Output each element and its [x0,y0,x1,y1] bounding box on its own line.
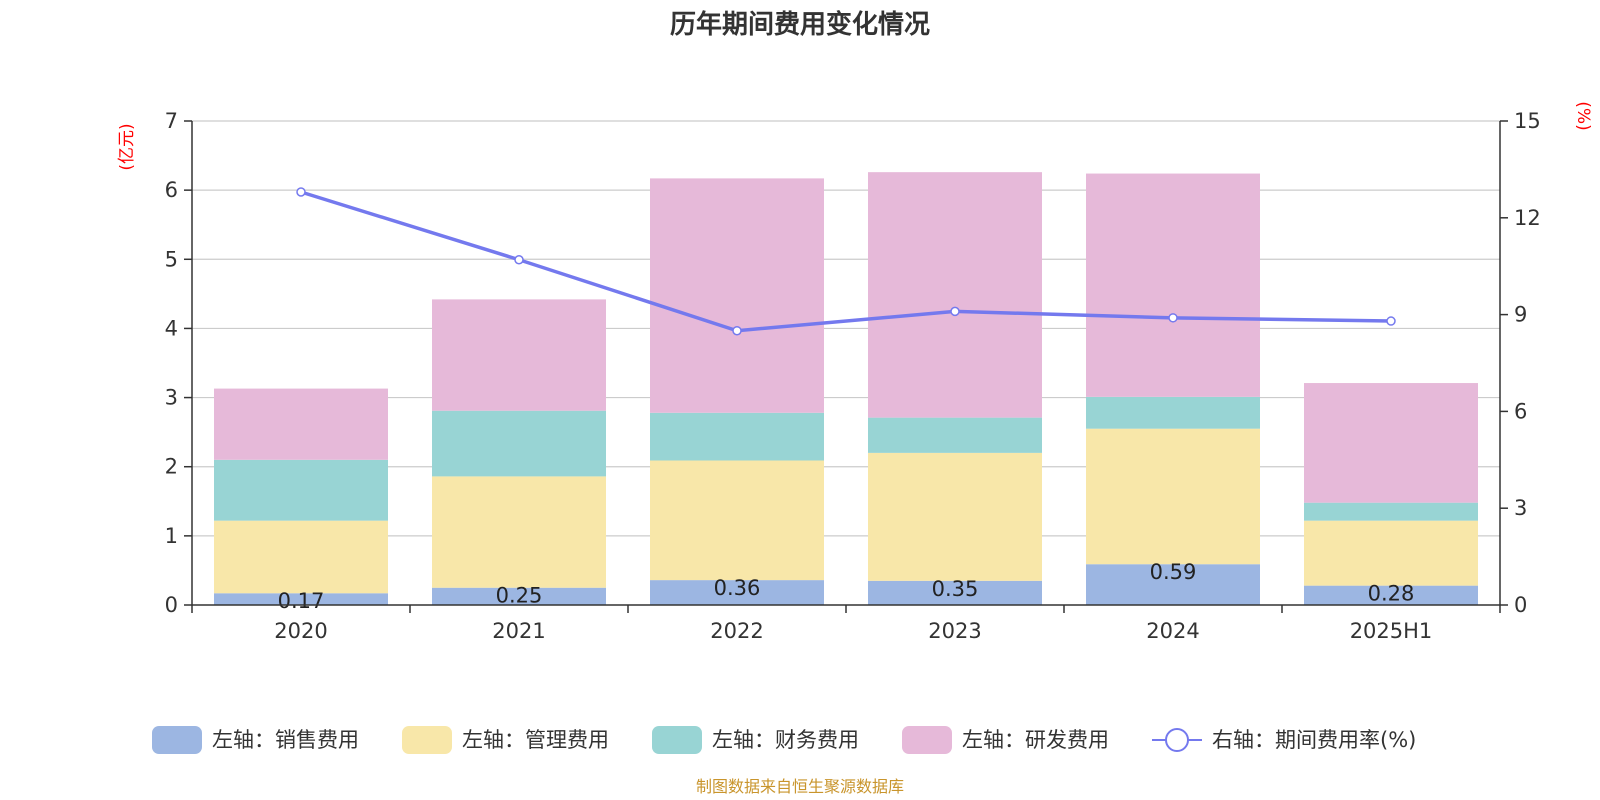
bar-fin [1304,502,1478,521]
bar-fin [1086,396,1260,429]
data-label: 0.36 [714,576,761,600]
bar-rd [650,178,824,413]
y-left-tick-label: 1 [165,524,178,548]
rate-line-group [296,187,1396,336]
x-tick-label: 2020 [274,619,327,643]
legend-swatch-sales [152,726,202,754]
y-left-tick-label: 7 [165,109,178,133]
bar-sales [650,580,824,605]
legend: 左轴：销售费用 左轴：管理费用 左轴：财务费用 左轴：研发费用 右轴：期间费用率(%) [152,726,1416,754]
y-right-tick-label: 15 [1514,109,1541,133]
x-tick-label: 2025H1 [1350,619,1433,643]
bar-mgmt [432,476,606,588]
y-left-tick-label: 6 [165,178,178,202]
bar-mgmt [1304,520,1478,586]
bar-fin [432,410,606,477]
bar-sales [868,580,1042,605]
y-left-tick-label: 4 [165,316,178,340]
rate-point [296,187,306,197]
y-right-tick-label: 3 [1514,496,1527,520]
legend-swatch-mgmt [402,726,452,754]
rate-line [300,190,1392,333]
y-left-tick-label: 0 [165,593,178,617]
legend-swatch-marker [1165,728,1189,752]
bar-sales [432,587,606,605]
rate-point [514,254,524,265]
legend-label: 左轴：管理费用 [462,728,609,752]
data-label: 0.28 [1368,582,1415,606]
rate-point [1386,316,1396,326]
bar-sales [214,593,388,605]
data-labels-group: 0.17 0.25 0.36 0.35 0.59 0.28 [278,560,1415,613]
rate-point [1168,313,1178,323]
bar-rd [214,388,388,460]
bar-rd [1086,173,1260,397]
legend-swatch-fin [652,726,702,754]
y-left-tick-label: 2 [165,455,178,479]
bar-mgmt [1086,428,1260,565]
source-note: 制图数据来自恒生聚源数据库 [696,777,904,796]
data-label: 0.35 [932,577,979,601]
bar-rd [868,172,1042,418]
bar-sales [1086,564,1260,605]
legend-swatch-rd [902,726,952,754]
x-tick-label: 2022 [710,619,763,643]
bar-rd [432,299,606,411]
bar-sales [1304,585,1478,605]
legend-label: 右轴：期间费用率(%) [1212,728,1416,752]
y-left-tick-label: 3 [165,386,178,410]
data-label: 0.17 [278,589,325,613]
bar-fin [868,417,1042,453]
x-tick-label: 2023 [928,619,981,643]
chart-title: 历年期间费用变化情况 [670,9,930,40]
y-left-tick-label: 5 [165,247,178,271]
y-right-tick-label: 9 [1514,303,1527,327]
y-right-tick-label: 0 [1514,593,1527,617]
y-right-tick-label: 6 [1514,399,1527,423]
legend-label: 左轴：销售费用 [212,728,359,752]
x-tick-label: 2024 [1146,619,1199,643]
bars-group [214,172,1478,605]
data-label: 0.25 [496,584,543,608]
bar-mgmt [214,520,388,594]
data-label: 0.59 [1150,560,1197,584]
y-right-tick-label: 12 [1514,206,1541,230]
bar-mgmt [868,452,1042,581]
rate-point [950,306,960,317]
rate-point [732,325,742,336]
grid-lines [192,120,1500,537]
x-tick-label: 2021 [492,619,545,643]
legend-label: 左轴：研发费用 [962,728,1109,752]
legend-label: 左轴：财务费用 [712,728,859,752]
left-axis-unit: (亿元) [117,123,137,170]
bar-rd [1304,383,1478,503]
right-axis-unit: (%) [1573,101,1593,130]
bar-mgmt [650,460,824,581]
bar-fin [214,459,388,521]
bar-fin [650,412,824,461]
